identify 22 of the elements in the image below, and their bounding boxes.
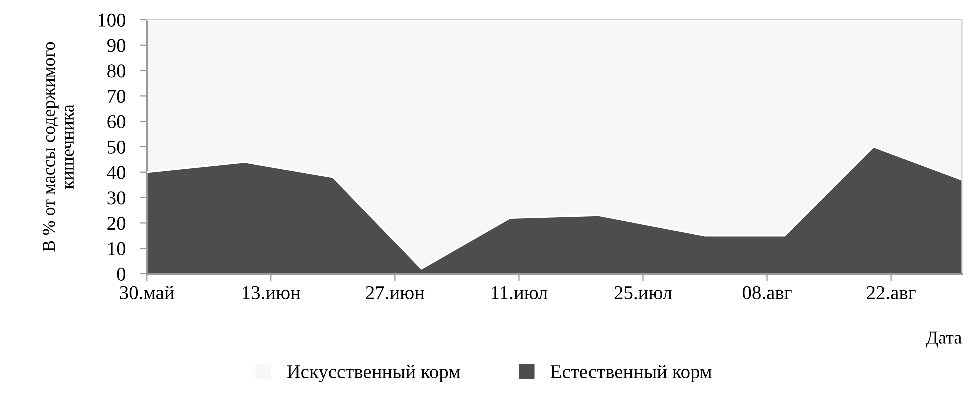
y-tick-label: 100 <box>98 14 126 27</box>
y-tick-label: 50 <box>108 140 126 154</box>
x-tick-label: 13.июн <box>243 286 301 300</box>
y-tick-label: 90 <box>107 39 126 52</box>
y-tick-label: 60 <box>108 115 126 129</box>
x-axis-title: Дата <box>926 332 962 348</box>
y-tick-label: 20 <box>108 217 126 230</box>
y-tick-label: 0 <box>117 268 126 281</box>
legend-label: Искусственный корм <box>287 364 460 382</box>
x-tick-label: 30.май <box>120 286 174 300</box>
x-tick-label: 27.июн <box>366 286 425 300</box>
y-tick-label: 80 <box>108 64 126 78</box>
x-tick-label: 25.июл <box>614 286 672 300</box>
legend-label: Естественный корм <box>550 364 712 382</box>
x-tick-label: 11.июл <box>492 286 548 300</box>
x-tick-label: 22.авг <box>867 286 916 300</box>
x-tick-label: 08.авг <box>742 286 792 300</box>
y-tick-label: 10 <box>108 242 126 256</box>
y-tick-label: 70 <box>108 90 126 104</box>
y-tick-label: 40 <box>107 166 126 180</box>
y-axis-title: В % от массы содержимого кишечника <box>42 42 74 252</box>
y-tick-label: 30 <box>108 192 126 205</box>
